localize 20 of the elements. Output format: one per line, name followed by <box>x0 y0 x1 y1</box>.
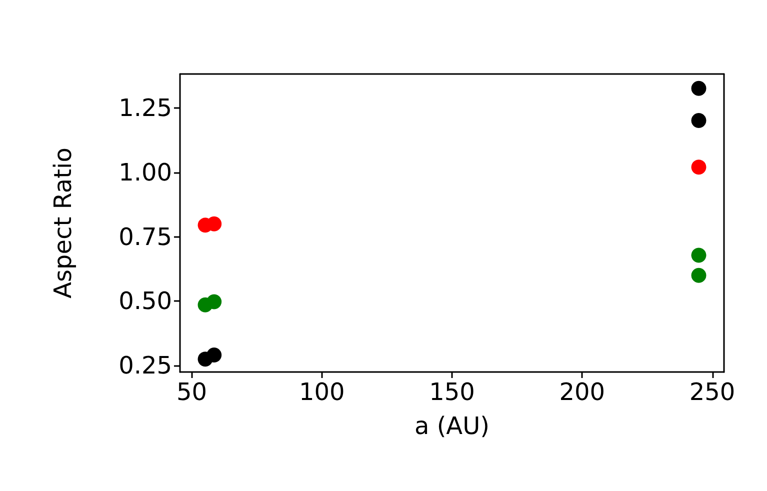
x-tick-label: 50 <box>176 378 207 406</box>
point <box>206 294 222 310</box>
x-tick-label: 150 <box>429 378 475 406</box>
x-axis-title: a (AU) <box>414 412 490 440</box>
y-tick-label: 0.25 <box>118 351 172 380</box>
point <box>691 160 706 175</box>
x-tick-label: 200 <box>559 378 606 406</box>
point <box>691 268 706 283</box>
y-axis-title: Aspect Ratio <box>49 148 77 298</box>
x-tick-label: 100 <box>298 378 345 406</box>
x-tick-label: 250 <box>689 378 736 406</box>
y-tick-label: 1.25 <box>118 94 172 122</box>
y-tick-label: 0.75 <box>118 222 172 251</box>
y-tick-label: 1.00 <box>118 158 172 186</box>
point <box>206 216 222 232</box>
point <box>691 248 706 263</box>
point <box>206 348 222 363</box>
point <box>691 80 706 96</box>
point <box>691 113 706 128</box>
y-tick-label: 0.50 <box>118 287 172 316</box>
